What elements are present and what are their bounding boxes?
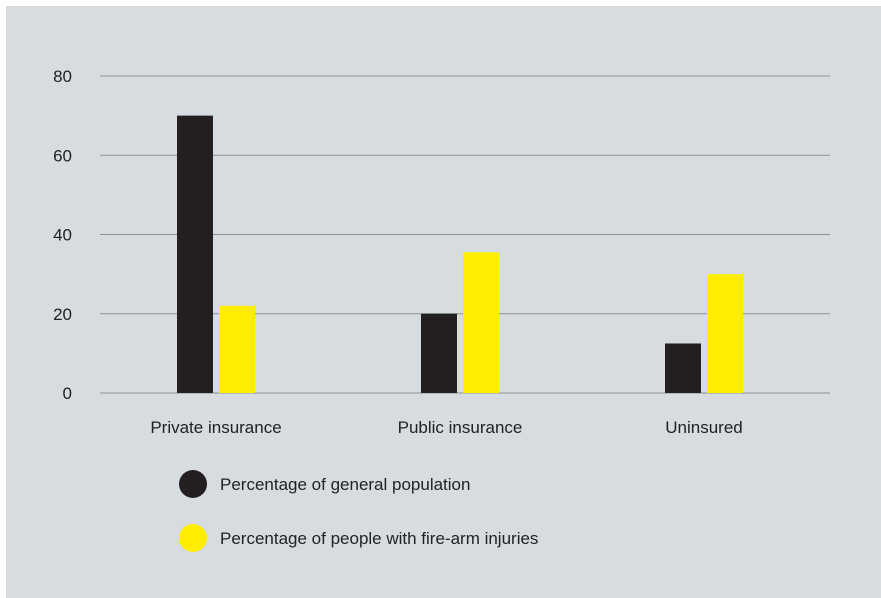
y-tick-label: 80	[53, 67, 72, 86]
y-tick-label: 60	[53, 146, 72, 165]
legend: Percentage of general population Percenta…	[179, 470, 538, 552]
bar-firearm-injuries-0	[219, 305, 255, 393]
bar-chart: 0 20 40 60 80 Private insurance Public insura…	[53, 67, 830, 552]
x-category-label: Public insurance	[398, 418, 523, 437]
bar-firearm-injuries-2	[707, 274, 743, 393]
y-tick-label: 40	[53, 226, 72, 245]
legend-label: Percentage of general population	[220, 475, 470, 494]
chart-panel: 0 20 40 60 80 Private insurance Public insura…	[6, 6, 881, 598]
y-tick-label: 0	[63, 384, 72, 403]
legend-label: Percentage of people with fire-arm injur…	[220, 529, 538, 548]
bar-general-population-1	[421, 313, 457, 393]
y-tick-label: 20	[53, 305, 72, 324]
bars	[177, 115, 743, 393]
bar-general-population-0	[177, 115, 213, 393]
y-axis-ticks: 0 20 40 60 80	[53, 67, 72, 403]
x-category-label: Private insurance	[150, 418, 281, 437]
x-category-label: Uninsured	[665, 418, 743, 437]
bar-general-population-2	[665, 343, 701, 393]
bar-firearm-injuries-1	[463, 252, 499, 393]
legend-swatch	[179, 524, 207, 552]
legend-swatch	[179, 470, 207, 498]
x-axis-labels: Private insurance Public insurance Uninsur…	[150, 418, 742, 437]
